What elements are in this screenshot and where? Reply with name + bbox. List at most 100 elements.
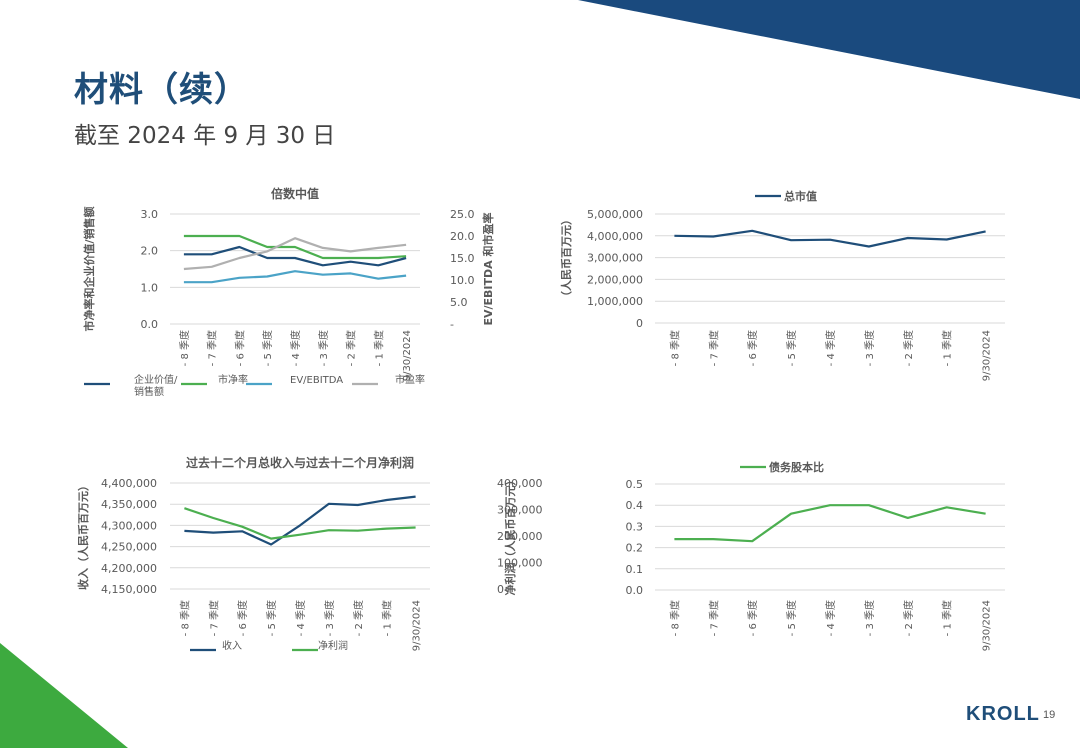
x-tick-label: - 2 季度 [902, 600, 915, 636]
y-tick-label: 0 [636, 317, 643, 330]
x-tick-label: - 2 季度 [902, 330, 915, 366]
y-tick-label: 0.0 [141, 318, 159, 331]
x-tick-label: - 8 季度 [668, 330, 681, 366]
legend-label: 销售额 [134, 385, 164, 398]
series-line [674, 504, 986, 543]
series-line [184, 495, 416, 546]
x-tick-label: - 4 季度 [824, 600, 837, 636]
legend-label: 企业价值/ [134, 373, 178, 386]
x-tick-label: - 7 季度 [707, 600, 720, 636]
y2-tick-label: 20.0 [450, 230, 475, 243]
series-line [183, 234, 407, 260]
legend-label: 总市值 [784, 189, 817, 203]
y2-axis-label: EV/EBITDA 和市盈率 [481, 212, 495, 325]
y-axis-label: 收入（人民币百万元） [76, 480, 90, 590]
y2-tick-label: 25.0 [450, 208, 475, 221]
x-tick-label: - 5 季度 [785, 330, 798, 366]
chart-title: 过去十二个月总收入与过去十二个月净利润 [186, 455, 414, 470]
chart-title: 倍数中值 [271, 186, 319, 201]
y2-tick-label: 10.0 [450, 274, 475, 287]
x-tick-label: - 7 季度 [206, 330, 219, 366]
y-tick-label: 1,000,000 [587, 295, 643, 308]
y-tick-label: 0.5 [626, 478, 644, 491]
x-tick-label: - 1 季度 [941, 330, 954, 366]
x-tick-label: - 7 季度 [207, 600, 220, 636]
page-subtitle: 截至 2024 年 9 月 30 日 [74, 123, 336, 149]
x-tick-label: - 6 季度 [233, 330, 246, 366]
y-axis-label: （人民币百万元） [559, 214, 573, 302]
y2-tick-label: 100,000 [497, 557, 543, 570]
legend-label: 债务股本比 [769, 460, 824, 474]
x-tick-label: - 7 季度 [707, 330, 720, 366]
x-tick-label: - 1 季度 [372, 330, 385, 366]
y-tick-label: 3.0 [141, 208, 159, 221]
series-line [184, 507, 416, 540]
x-tick-label: - 6 季度 [236, 600, 249, 636]
y-tick-label: 4,200,000 [101, 562, 157, 575]
x-tick-label: - 5 季度 [261, 330, 274, 366]
x-tick-label: - 8 季度 [668, 600, 681, 636]
page-number: 19 [1043, 709, 1056, 721]
legend-label: EV/EBITDA [290, 375, 343, 386]
x-tick-label: - 6 季度 [746, 330, 759, 366]
x-tick-label: - 3 季度 [863, 600, 876, 636]
y2-tick-label: - [450, 318, 454, 331]
y2-tick-label: 5.0 [450, 296, 468, 309]
series-line [183, 245, 407, 267]
x-tick-label: - 3 季度 [317, 330, 330, 366]
y-tick-label: 3,000,000 [587, 252, 643, 265]
y-axis-label: 市净率和企业价值/销售额 [82, 206, 96, 331]
top-right-blue-band [578, 0, 1080, 99]
x-tick-label: 9/30/2024 [982, 330, 993, 381]
x-tick-label: - 1 季度 [941, 600, 954, 636]
y-tick-label: 0.1 [626, 563, 644, 576]
y-tick-label: 0.3 [626, 520, 644, 533]
page-title: 材料（续） [74, 70, 249, 110]
y-tick-label: 4,250,000 [101, 541, 157, 554]
y2-tick-label: 0 [497, 583, 504, 596]
y-tick-label: 2,000,000 [587, 273, 643, 286]
y-tick-label: 0.4 [626, 499, 644, 512]
y2-tick-label: 300,000 [497, 504, 543, 517]
kroll-logo: KROLL [966, 703, 1040, 725]
x-tick-label: - 4 季度 [289, 330, 302, 366]
y-tick-label: 4,000,000 [587, 230, 643, 243]
y-tick-label: 2.0 [141, 245, 159, 258]
x-tick-label: - 2 季度 [345, 330, 358, 366]
x-tick-label: - 4 季度 [824, 330, 837, 366]
legend-label: 净利润 [318, 639, 348, 652]
y2-tick-label: 400,000 [497, 477, 543, 490]
series-line [674, 229, 986, 248]
x-tick-label: - 2 季度 [352, 600, 365, 636]
y2-tick-label: 200,000 [497, 530, 543, 543]
bottom-left-green-triangle [0, 643, 128, 748]
x-tick-label: - 8 季度 [178, 330, 191, 366]
y-tick-label: 4,400,000 [101, 477, 157, 490]
x-tick-label: 9/30/2024 [412, 600, 423, 651]
y-tick-label: 5,000,000 [587, 208, 643, 221]
x-tick-label: - 5 季度 [265, 600, 278, 636]
legend-label: 市盈率 [395, 373, 425, 386]
legend-label: 市净率 [218, 373, 248, 386]
x-tick-label: - 3 季度 [863, 330, 876, 366]
x-tick-label: - 5 季度 [785, 600, 798, 636]
x-tick-label: - 4 季度 [294, 600, 307, 636]
series-line [183, 270, 407, 284]
y-tick-label: 0.0 [626, 584, 644, 597]
y-tick-label: 4,300,000 [101, 519, 157, 532]
x-tick-label: 9/30/2024 [982, 600, 993, 651]
series-line [183, 237, 407, 271]
y-tick-label: 4,150,000 [101, 583, 157, 596]
x-tick-label: - 8 季度 [178, 600, 191, 636]
y2-axis-label: 净利润（人民币百万元） [503, 475, 517, 596]
y-tick-label: 4,350,000 [101, 498, 157, 511]
y2-tick-label: 15.0 [450, 252, 475, 265]
legend-label: 收入 [222, 639, 242, 652]
y-tick-label: 1.0 [141, 281, 159, 294]
x-tick-label: - 1 季度 [381, 600, 394, 636]
